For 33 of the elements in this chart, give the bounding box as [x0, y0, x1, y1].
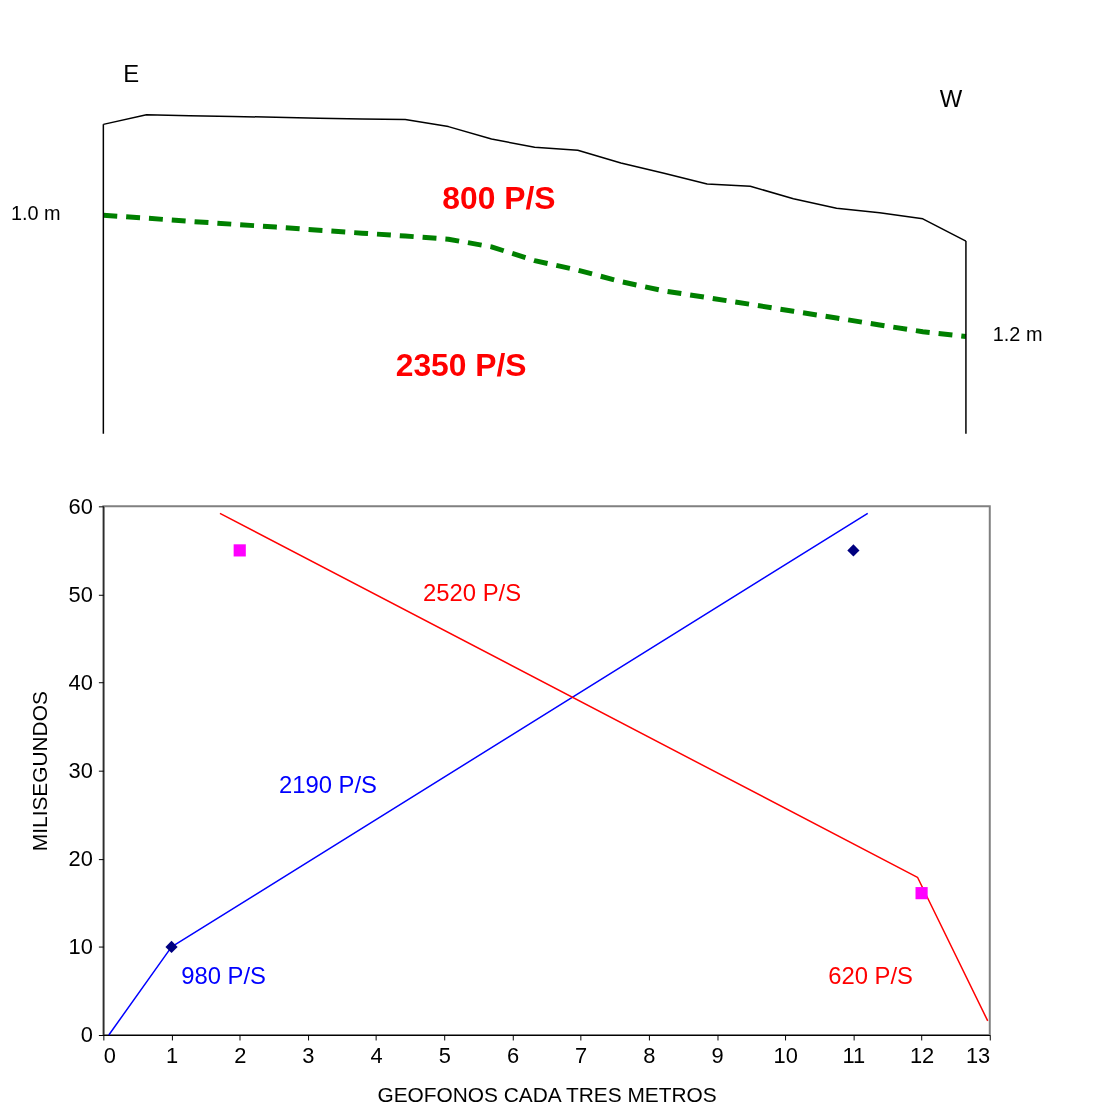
x-tick-label: 5: [438, 1043, 451, 1069]
y-tick-label: 0: [80, 1022, 93, 1048]
x-tick-label: 13: [965, 1043, 991, 1069]
x-axis-title: GEOFONOS CADA TRES METROS: [377, 1083, 717, 1105]
x-tick-label: 7: [575, 1043, 588, 1069]
y-tick-label: 20: [68, 846, 93, 872]
annotation: 2190 P/S: [278, 770, 377, 798]
text: 1.2 m: [992, 323, 1043, 346]
text: E: [123, 60, 140, 88]
annotation: 980 P/S: [181, 962, 266, 990]
annotation: 800 P/S: [442, 180, 556, 217]
y-tick-label: 30: [68, 758, 93, 784]
x-tick-label: 4: [370, 1043, 383, 1069]
annotation: 2350 P/S: [395, 347, 527, 384]
text: W: [939, 84, 963, 112]
x-tick-label: 3: [302, 1043, 315, 1069]
x-tick-label: 9: [711, 1043, 724, 1069]
x-tick-label: 0: [103, 1043, 117, 1069]
annotation: 2520 P/S: [423, 578, 522, 606]
x-tick-label: 6: [506, 1043, 520, 1069]
annotation: 620 P/S: [828, 962, 913, 990]
y-tick-label: 40: [68, 670, 93, 696]
x-tick-label: 11: [842, 1043, 866, 1069]
y-tick-label: 60: [68, 493, 93, 519]
x-tick-label: 12: [909, 1043, 935, 1069]
y-axis-title: MILISEGUNDOS: [27, 691, 51, 852]
x-tick-label: 8: [643, 1043, 656, 1069]
x-tick-label: 10: [773, 1043, 798, 1069]
x-tick-label: 2: [234, 1043, 247, 1069]
text: 1.0 m: [10, 202, 61, 225]
x-tick-label: 1: [165, 1043, 179, 1069]
y-tick-label: 10: [68, 934, 93, 960]
y-tick-label: 50: [68, 581, 93, 607]
